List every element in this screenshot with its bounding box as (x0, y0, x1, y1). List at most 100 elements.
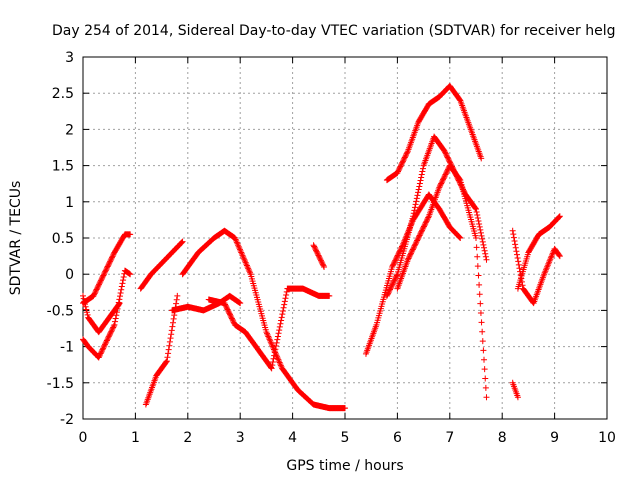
data-point (412, 241, 419, 248)
data-point (517, 268, 524, 275)
y-tick-labels: -2 -1.5 -1 -0.5 0 0.5 1 1.5 2 2.5 3 (47, 50, 74, 428)
data-point (519, 282, 526, 289)
data-point (478, 232, 485, 239)
data-point (403, 151, 410, 158)
data-point (479, 235, 486, 242)
data-point (411, 204, 418, 211)
data-point (407, 222, 414, 229)
data-point (100, 345, 107, 352)
data-point (389, 281, 396, 288)
data-point (100, 271, 107, 278)
data-point (172, 304, 179, 311)
data-point (316, 253, 323, 260)
data-point (229, 316, 236, 323)
y-tick-label: -0.5 (47, 303, 74, 319)
data-point (317, 257, 324, 264)
data-point (480, 347, 487, 354)
data-point (235, 243, 242, 250)
y-tick-label: 2.5 (52, 86, 74, 102)
data-point (456, 233, 463, 240)
data-point (243, 262, 250, 269)
data-point (127, 231, 134, 238)
data-point (417, 229, 424, 236)
series-s13 (394, 162, 490, 401)
data-point (115, 299, 122, 306)
data-points (80, 82, 563, 412)
data-point (312, 246, 319, 253)
data-point (277, 362, 284, 369)
data-point (395, 168, 402, 175)
data-point (394, 169, 401, 176)
data-point (445, 155, 452, 162)
data-point (310, 242, 317, 249)
data-point (437, 181, 444, 188)
data-point (481, 356, 488, 363)
data-point (510, 234, 517, 241)
series-s16 (509, 379, 521, 401)
data-point (479, 338, 486, 345)
data-point (171, 312, 178, 319)
data-point (81, 298, 88, 305)
data-point (443, 170, 450, 177)
data-point (272, 346, 279, 353)
data-point (233, 237, 240, 244)
data-point (224, 306, 231, 313)
data-point (223, 303, 230, 310)
data-point (283, 288, 290, 295)
data-point (96, 280, 103, 287)
data-point (120, 273, 127, 280)
data-point (265, 334, 272, 341)
data-point (222, 301, 229, 308)
data-point (392, 256, 399, 263)
data-point (473, 206, 479, 213)
data-point (544, 263, 551, 270)
data-point (555, 214, 562, 221)
data-point (396, 164, 403, 171)
data-point (120, 277, 127, 284)
data-point (245, 265, 252, 272)
y-tick-label: 1 (65, 195, 74, 211)
data-point (477, 226, 484, 233)
data-point (80, 292, 86, 299)
data-point (482, 250, 489, 257)
data-point (397, 163, 404, 170)
data-point (407, 224, 414, 231)
data-point (233, 239, 240, 246)
data-point (274, 355, 281, 362)
data-point (102, 267, 109, 274)
data-point (482, 375, 489, 382)
data-point (509, 227, 516, 234)
data-point (407, 251, 414, 258)
data-point (321, 263, 328, 270)
data-point (518, 278, 525, 285)
data-point (479, 328, 486, 335)
data-point (478, 319, 485, 326)
data-point (83, 309, 90, 316)
data-point (415, 186, 422, 193)
data-point (556, 213, 563, 220)
data-point (101, 269, 108, 276)
data-point (556, 213, 563, 220)
data-point (514, 255, 521, 262)
data-point (438, 179, 445, 186)
data-point (439, 177, 446, 184)
data-point (246, 268, 253, 275)
data-point (113, 309, 120, 316)
data-point (419, 168, 426, 175)
data-point (274, 336, 281, 343)
data-point (402, 153, 409, 160)
data-point (226, 310, 233, 317)
data-point (474, 253, 481, 260)
data-point (94, 285, 101, 292)
data-point (276, 359, 283, 366)
y-tick-label: 2 (65, 122, 74, 138)
data-point (441, 148, 448, 155)
data-point (231, 235, 238, 241)
data-point (511, 237, 518, 244)
data-point (547, 254, 554, 261)
data-point (414, 192, 421, 199)
data-point (389, 263, 396, 270)
data-point (419, 165, 426, 172)
data-point (422, 220, 429, 227)
data-point (238, 249, 245, 256)
